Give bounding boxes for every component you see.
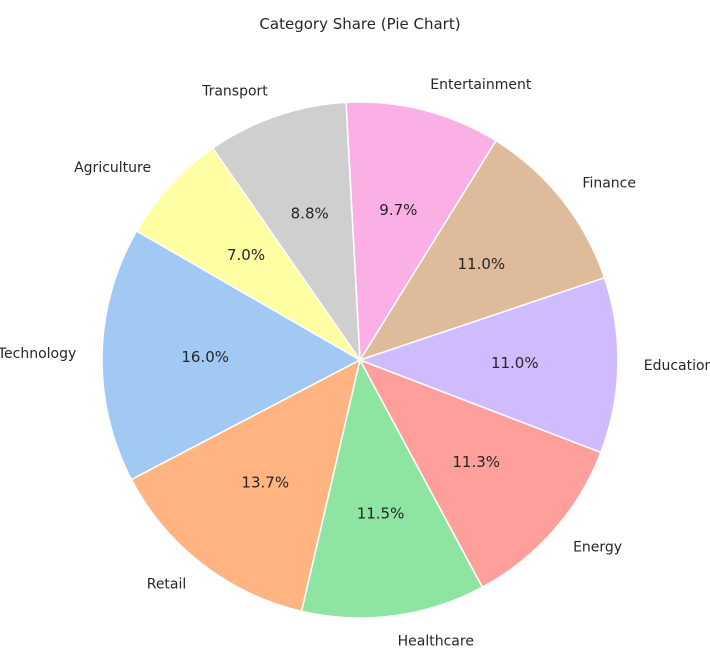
pie-percent-label-finance: 11.0% (457, 255, 505, 273)
pie-percent-label-energy: 11.3% (452, 453, 500, 471)
pie-percent-label-transport: 8.8% (291, 205, 329, 223)
chart-title: Category Share (Pie Chart) (259, 15, 460, 33)
pie-percent-label-retail: 13.7% (241, 473, 289, 491)
pie-category-label-transport: Transport (201, 84, 268, 100)
pie-category-label-entertainment: Entertainment (430, 77, 532, 93)
pie-slice-energy (358, 358, 602, 589)
pie-slice-healthcare (300, 357, 484, 619)
pie-labels: 16.0% Technology 13.7% Retail 11.5% Healthcar… (0, 77, 710, 649)
pie-percent-label-education: 11.0% (491, 354, 539, 372)
pie-slice-education (357, 276, 619, 454)
pie-slice-finance (358, 139, 606, 362)
pie-slices (101, 101, 619, 619)
pie-category-label-retail: Retail (147, 576, 187, 592)
pie-slice-transport (211, 101, 361, 363)
pie-category-label-agriculture: Agriculture (74, 160, 151, 176)
pie-category-label-education: Education (644, 358, 710, 374)
pie-slice-entertainment (345, 101, 497, 363)
pie-percent-label-technology: 16.0% (181, 348, 229, 366)
pie-percent-label-agriculture: 7.0% (227, 246, 265, 264)
pie-category-label-finance: Finance (582, 176, 636, 192)
pie-category-label-technology: Technology (0, 346, 76, 362)
pie-slice-agriculture (135, 147, 361, 361)
pie-category-label-energy: Energy (573, 539, 622, 555)
pie-slice-retail (130, 358, 362, 613)
pie-slice-technology (101, 229, 362, 481)
pie-percent-label-healthcare: 11.5% (357, 504, 405, 522)
pie-category-label-healthcare: Healthcare (398, 633, 474, 649)
pie-percent-label-entertainment: 9.7% (379, 201, 417, 219)
